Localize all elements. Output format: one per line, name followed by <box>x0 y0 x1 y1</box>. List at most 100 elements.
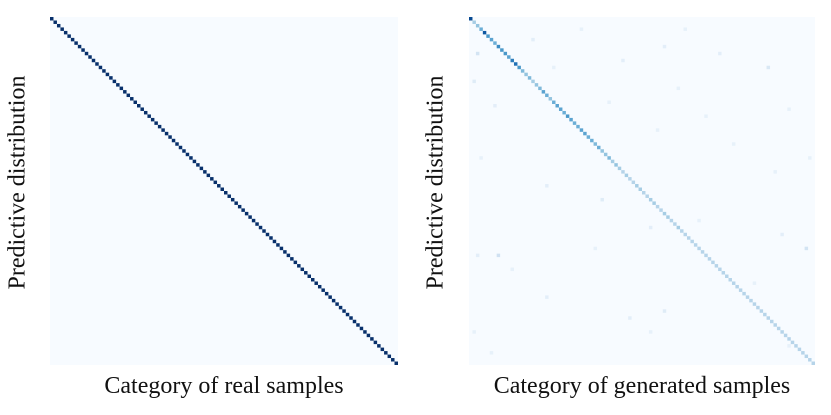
heatmap-diagonal-cell <box>686 236 691 240</box>
heatmap-cell <box>472 330 476 334</box>
left-y-axis-label: Predictive distribution <box>4 75 31 290</box>
heatmap-diagonal-cell <box>776 326 781 331</box>
heatmap-diagonal-cell <box>123 90 127 94</box>
heatmap-diagonal-cell <box>683 232 687 237</box>
heatmap-diagonal-cell <box>783 333 788 338</box>
heatmap-diagonal-cell <box>693 243 698 247</box>
heatmap-diagonal-cell <box>189 156 193 160</box>
heatmap-diagonal-cell <box>572 121 577 125</box>
heatmap-diagonal-cell <box>359 326 364 331</box>
heatmap-diagonal-cell <box>520 69 525 73</box>
heatmap-diagonal-cell <box>164 131 169 136</box>
heatmap-diagonal-cell <box>666 215 670 219</box>
heatmap-cell <box>621 58 625 63</box>
heatmap-diagonal-cell <box>593 142 598 146</box>
heatmap-diagonal-cell <box>311 278 315 282</box>
heatmap-diagonal-cell <box>258 225 263 230</box>
left-heatmap <box>50 17 398 365</box>
right-x-axis-label: Category of generated samples <box>493 372 791 399</box>
heatmap-diagonal-cell <box>579 128 584 132</box>
heatmap-diagonal-cell <box>714 264 719 268</box>
heatmap-diagonal-cell <box>67 34 71 38</box>
heatmap-diagonal-cell <box>469 17 473 21</box>
heatmap-diagonal-cell <box>721 271 726 275</box>
left-x-axis-label: Category of real samples <box>104 372 344 399</box>
heatmap-diagonal-cell <box>50 17 54 21</box>
heatmap-diagonal-cell <box>527 76 532 80</box>
heatmap-diagonal-cell <box>269 236 273 240</box>
heatmap-diagonal-cell <box>500 48 504 52</box>
heatmap-diagonal-cell <box>517 65 521 70</box>
heatmap-diagonal-cell <box>373 340 378 345</box>
heatmap-diagonal-cell <box>63 30 68 35</box>
heatmap-diagonal-cell <box>84 51 89 56</box>
heatmap-diagonal-cell <box>321 288 325 292</box>
heatmap-diagonal-cell <box>220 187 224 191</box>
heatmap-diagonal-cell <box>335 302 339 306</box>
heatmap-diagonal-cell <box>147 114 151 118</box>
heatmap-diagonal-cell <box>697 246 701 251</box>
heatmap-diagonal-cell <box>157 124 162 129</box>
heatmap-cell <box>607 100 611 104</box>
heatmap-cell <box>655 128 660 132</box>
heatmap-cell <box>510 267 514 272</box>
heatmap-diagonal-cell <box>552 100 556 104</box>
heatmap-cell <box>600 197 604 202</box>
heatmap-diagonal-cell <box>610 159 615 164</box>
heatmap-cell <box>493 104 497 108</box>
heatmap-diagonal-cell <box>154 121 158 125</box>
heatmap-diagonal-cell <box>224 191 228 195</box>
heatmap-cell <box>489 351 494 355</box>
heatmap-diagonal-cell <box>168 135 172 139</box>
heatmap-diagonal-cell <box>538 86 542 91</box>
heatmap-diagonal-cell <box>479 27 483 31</box>
heatmap-cell <box>773 170 777 174</box>
heatmap-diagonal-cell <box>126 93 131 98</box>
heatmap-diagonal-cell <box>804 354 809 359</box>
heatmap-diagonal-cell <box>91 58 96 63</box>
heatmap-diagonal-cell <box>486 34 490 38</box>
heatmap-cell <box>787 107 791 111</box>
heatmap-diagonal-cell <box>770 319 774 324</box>
heatmap-diagonal-cell <box>227 194 231 198</box>
heatmap-cell <box>472 79 476 84</box>
heatmap-diagonal-cell <box>621 170 625 174</box>
right-heatmap <box>469 17 815 365</box>
heatmap-diagonal-cell <box>756 305 760 310</box>
heatmap-diagonal-cell <box>77 44 82 49</box>
heatmap-diagonal-cell <box>171 138 176 143</box>
heatmap-diagonal-cell <box>676 225 681 230</box>
heatmap-diagonal-cell <box>213 180 218 185</box>
heatmap-diagonal-cell <box>363 330 367 334</box>
heatmap-diagonal-cell <box>472 20 476 24</box>
heatmap-cell <box>683 27 687 31</box>
heatmap-diagonal-cell <box>648 197 653 202</box>
heatmap-diagonal-cell <box>482 30 487 35</box>
heatmap-diagonal-cell <box>356 323 360 327</box>
heatmap-diagonal-cell <box>102 69 106 73</box>
heatmap-diagonal-cell <box>749 298 753 303</box>
heatmap-diagonal-cell <box>53 20 57 24</box>
heatmap-diagonal-cell <box>645 194 649 198</box>
heatmap-diagonal-cell <box>541 90 546 94</box>
heatmap-diagonal-cell <box>773 323 777 327</box>
heatmap-diagonal-cell <box>349 316 353 320</box>
heatmap-diagonal-cell <box>534 83 539 87</box>
heatmap-cell <box>531 37 535 42</box>
heatmap-diagonal-cell <box>185 152 190 157</box>
heatmap-diagonal-cell <box>210 177 214 181</box>
heatmap-diagonal-cell <box>290 257 294 261</box>
heatmap-diagonal-cell <box>304 271 308 275</box>
heatmap-diagonal-cell <box>352 319 357 324</box>
heatmap-diagonal-cell <box>531 79 535 84</box>
heatmap-cell <box>718 51 722 56</box>
heatmap-diagonal-cell <box>662 211 667 216</box>
heatmap-cell <box>752 281 757 285</box>
heatmap-diagonal-cell <box>272 239 277 244</box>
heatmap-diagonal-cell <box>745 295 750 299</box>
heatmap-diagonal-cell <box>328 295 332 299</box>
heatmap-cell <box>579 27 584 31</box>
heatmap-diagonal-cell <box>811 361 815 365</box>
heatmap-diagonal-cell <box>342 309 346 313</box>
heatmap-diagonal-cell <box>790 340 795 345</box>
